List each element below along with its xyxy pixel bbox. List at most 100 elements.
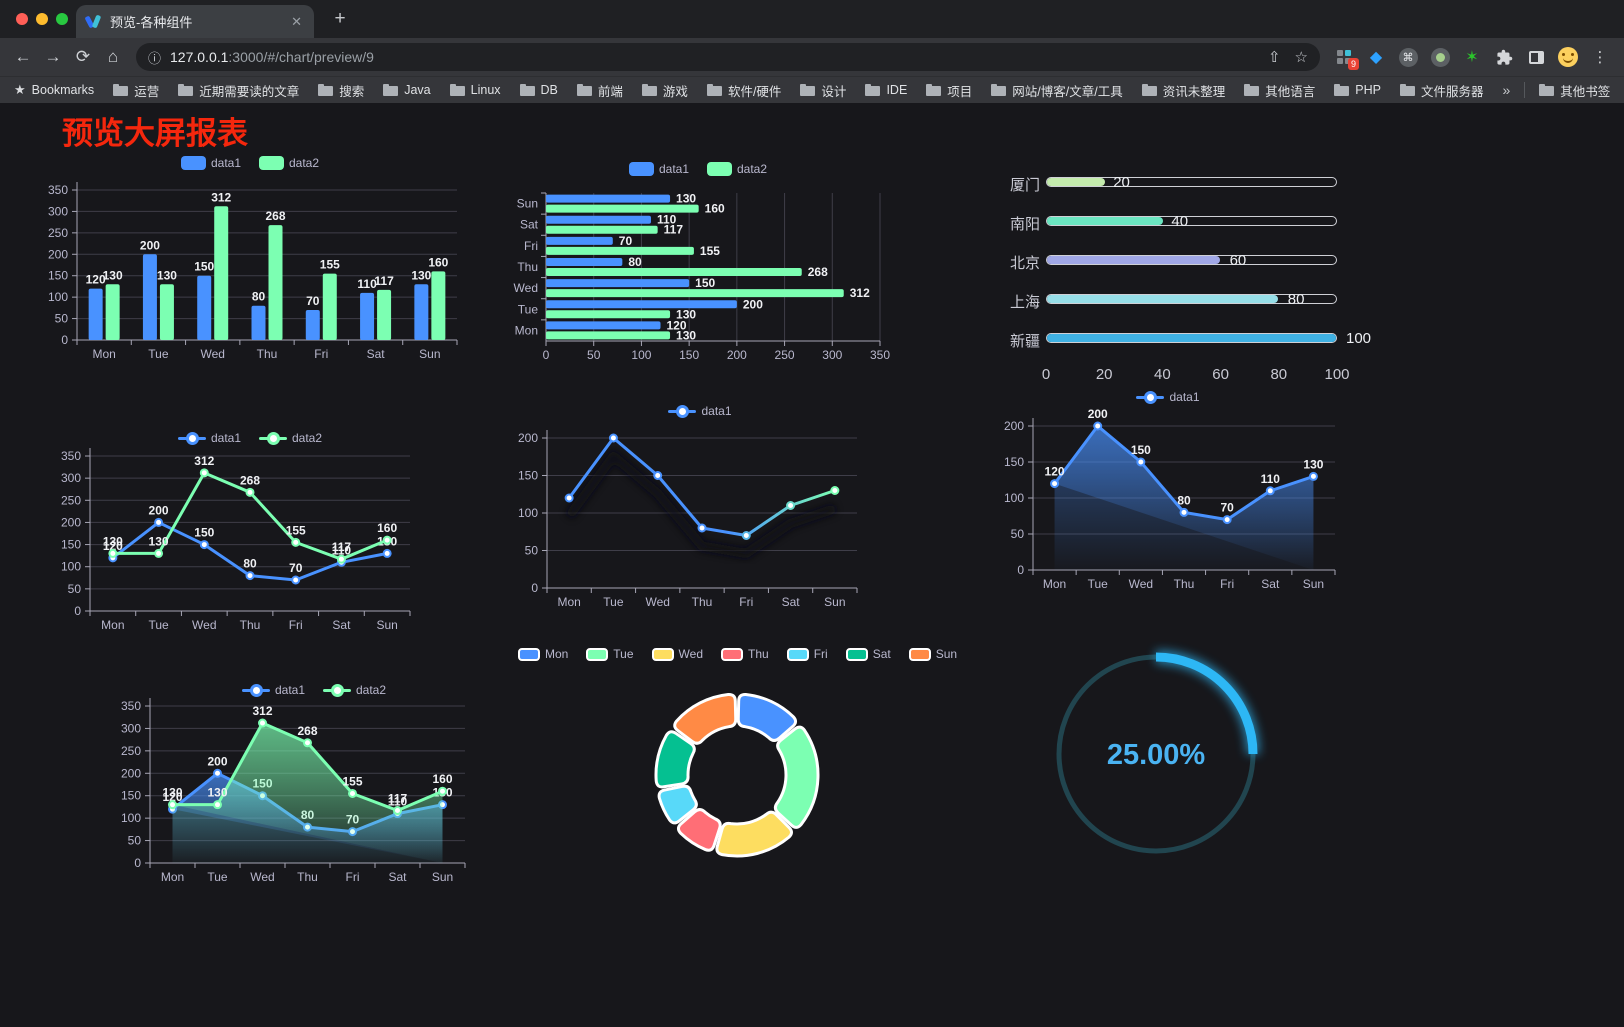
bookmark-folder[interactable]: PHP	[1334, 83, 1381, 97]
new-tab-button[interactable]: +	[334, 8, 346, 29]
bookmark-folder[interactable]: 网站/博客/文章/工具	[991, 81, 1123, 100]
x-axis-label: Sat	[332, 618, 351, 632]
extension-star-icon[interactable]: ✶	[1465, 49, 1479, 66]
bookmark-root[interactable]: ★ Bookmarks	[14, 82, 94, 98]
bar	[546, 300, 737, 309]
bookmark-folder[interactable]: 游戏	[641, 81, 688, 100]
legend-item[interactable]: Wed	[651, 647, 703, 661]
data-point	[168, 800, 177, 810]
legend-label: data2	[289, 156, 320, 170]
value-label: 160	[705, 202, 725, 216]
legend-item[interactable]: data1	[1136, 390, 1200, 404]
legend-item[interactable]: Fri	[786, 647, 828, 661]
value-label: 117	[332, 540, 352, 554]
extension-dot-icon[interactable]	[1430, 47, 1450, 67]
legend-item[interactable]: Sun	[908, 647, 957, 661]
browser-menu-icon[interactable]: ⋮	[1592, 49, 1608, 66]
bookmark-folder[interactable]: Java	[383, 83, 431, 97]
bookmarks-overflow-icon[interactable]: »	[1502, 82, 1511, 98]
legend-item[interactable]: Mon	[517, 647, 568, 661]
legend-item[interactable]: data2	[323, 683, 386, 697]
legend-item[interactable]: Tue	[586, 647, 634, 661]
folder-icon	[113, 84, 129, 96]
value-label: 110	[657, 213, 677, 227]
extension-command-icon[interactable]: ⌘	[1398, 47, 1418, 67]
bookmark-folder[interactable]: 设计	[800, 81, 846, 100]
other-bookmarks[interactable]: 其他书签	[1539, 81, 1610, 100]
bookmark-folder[interactable]: 前端	[576, 81, 623, 100]
data-point	[653, 471, 663, 480]
tab-close-icon[interactable]: ✕	[291, 13, 302, 29]
y-axis-label: 300	[48, 204, 68, 218]
bookmark-folder[interactable]: 资讯未整理	[1141, 81, 1225, 100]
side-panel-icon[interactable]	[1526, 47, 1546, 67]
extension-gem-icon[interactable]: ◆	[1369, 49, 1383, 66]
extensions-puzzle-icon[interactable]	[1494, 47, 1514, 67]
bookmark-folder[interactable]: 项目	[926, 81, 972, 100]
profile-avatar[interactable]	[1558, 47, 1578, 67]
bookmark-folder[interactable]: 文件服务器	[1399, 81, 1483, 100]
y-axis-label: 50	[68, 582, 82, 596]
back-icon[interactable]: ←	[14, 47, 32, 66]
y-axis-label: Sun	[517, 197, 538, 211]
bookmark-folder[interactable]: Linux	[449, 83, 501, 97]
axis-tick-label: 0	[1041, 366, 1051, 383]
address-bar[interactable]: ⓘ 127.0.0.1 :3000/#/chart/preview/9 ⇧ ☆	[136, 43, 1320, 71]
progress-fill	[1047, 217, 1163, 225]
axis-tick-label: 80	[1270, 366, 1288, 383]
bookmark-folder[interactable]: 搜索	[318, 81, 364, 100]
x-axis-label: Tue	[207, 870, 228, 884]
legend-item[interactable]: data1	[241, 683, 305, 697]
reload-icon[interactable]: ⟳	[75, 47, 91, 66]
y-axis-label: Wed	[514, 281, 538, 295]
pie-slice	[715, 810, 793, 858]
zoom-window-button[interactable]	[56, 13, 68, 25]
bar	[214, 206, 229, 340]
x-axis-label: Sun	[376, 618, 397, 632]
extension-blocks-icon[interactable]: 9	[1334, 47, 1359, 70]
site-info-icon[interactable]: ⓘ	[148, 50, 162, 66]
legend-item[interactable]: data1	[628, 162, 689, 176]
legend-item[interactable]: data1	[180, 156, 241, 170]
bookmark-star-icon[interactable]: ☆	[1294, 49, 1308, 66]
legend-item[interactable]: data1	[668, 404, 732, 418]
line-chart-canvas: 0 50 100 150 200 250 300 350 Mon Tue Wed Thu Fri Sat S…	[61, 448, 411, 632]
y-axis-label: 150	[61, 538, 81, 552]
data-point	[608, 433, 618, 443]
browser-tab[interactable]: 预览-各种组件 ✕	[76, 5, 314, 38]
bookmark-folder[interactable]: DB	[519, 83, 558, 97]
y-axis-label: 150	[48, 269, 68, 283]
value-label: 200	[207, 754, 227, 768]
forward-icon[interactable]: →	[44, 47, 62, 66]
data-point	[108, 548, 118, 558]
value-label: 110	[1261, 472, 1281, 486]
legend-item[interactable]: data2	[707, 162, 767, 176]
bookmark-folder[interactable]: 软件/硬件	[706, 81, 781, 100]
legend-item[interactable]: Sat	[845, 647, 891, 661]
legend-label: data1	[701, 404, 732, 418]
bookmark-folder[interactable]: IDE	[865, 83, 907, 97]
bookmark-folder[interactable]: 其他语言	[1244, 81, 1315, 100]
bar	[88, 288, 103, 340]
home-icon[interactable]: ⌂	[107, 47, 119, 66]
value-label: 160	[377, 521, 397, 535]
tab-favicon-icon	[84, 14, 102, 30]
minimize-window-button[interactable]	[36, 13, 48, 25]
x-axis-label: Wed	[200, 347, 224, 361]
legend-item[interactable]: data1	[177, 431, 241, 445]
bookmark-folder[interactable]: 近期需要读的文章	[178, 81, 299, 100]
progress-label: 北京	[1010, 255, 1041, 272]
value-label: 160	[428, 255, 448, 269]
legend-item[interactable]: data2	[259, 431, 322, 445]
y-axis-label: 100	[518, 506, 538, 520]
legend-item[interactable]: data2	[259, 156, 319, 170]
bookmark-folder[interactable]: 运营	[113, 81, 159, 100]
folder-icon	[800, 84, 816, 96]
legend-marker-icon	[1136, 390, 1165, 404]
legend-marker-icon	[786, 647, 809, 661]
folder-icon	[926, 84, 942, 96]
close-window-button[interactable]	[16, 13, 28, 25]
value-label: 130	[676, 328, 696, 342]
share-icon[interactable]: ⇧	[1267, 49, 1281, 66]
legend-item[interactable]: Thu	[721, 647, 769, 661]
